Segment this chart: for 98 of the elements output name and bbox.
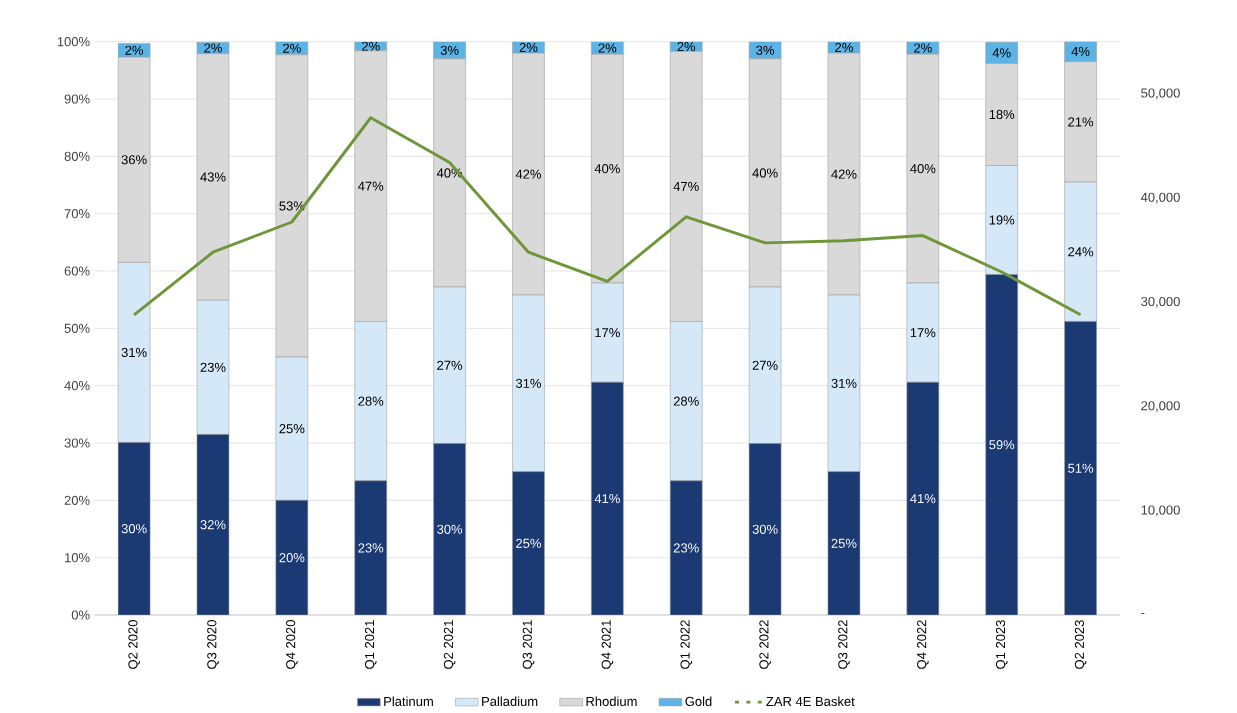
data-label: 40%: [910, 164, 936, 174]
x-tick-label: Q1 2022: [680, 620, 692, 669]
bar: [906, 381, 940, 615]
data-label: 19%: [989, 215, 1015, 225]
y-tick-label: 100%: [57, 37, 90, 47]
data-label: 21%: [1068, 117, 1094, 127]
bar: [1064, 321, 1097, 615]
y-tick-label: 40%: [64, 381, 90, 391]
y2-tick-label: 10,000: [1141, 505, 1180, 517]
data-label: 2%: [361, 41, 380, 51]
data-label: 2%: [677, 41, 696, 52]
data-label: 20%: [279, 553, 305, 563]
data-label: 2%: [204, 43, 222, 53]
data-label: 30%: [121, 524, 147, 534]
data-label: 47%: [358, 181, 384, 191]
bar: [275, 500, 309, 615]
data-label: 40%: [752, 168, 778, 178]
bar: [591, 381, 624, 615]
y-tick-label: 90%: [64, 94, 90, 104]
x-tick-label: Q4 2020: [286, 620, 298, 669]
data-label: 2%: [835, 42, 853, 52]
bar: [827, 471, 861, 615]
data-label: 23%: [673, 543, 699, 553]
data-label: 31%: [515, 378, 542, 388]
data-label: 59%: [989, 440, 1015, 450]
x-tick-label: Q1 2021: [364, 620, 377, 669]
y2-tick-label: -: [1141, 613, 1145, 615]
data-label: 2%: [283, 43, 301, 53]
x-tick-label: Q2 2020: [128, 620, 140, 669]
data-label: 27%: [437, 360, 463, 370]
data-label: 41%: [594, 494, 620, 504]
data-label: 25%: [279, 424, 305, 434]
y-tick-label: 50%: [64, 323, 90, 333]
data-label: 32%: [200, 520, 226, 530]
x-tick-label: Q2 2021: [443, 620, 456, 669]
legend-label: Platinum: [384, 696, 433, 706]
y2-tick-label: 30,000: [1141, 296, 1180, 308]
data-label: 25%: [516, 538, 542, 548]
data-label: 3%: [440, 45, 459, 55]
x-tick-label: Q3 2022: [838, 620, 850, 669]
data-label: 4%: [1071, 46, 1090, 56]
legend-label: Gold: [685, 696, 712, 706]
y-tick-label: 10%: [65, 553, 90, 563]
y2-tick-label: 40,000: [1140, 192, 1180, 204]
x-tick-label: Q2 2022: [759, 620, 771, 669]
data-label: 31%: [121, 347, 147, 358]
data-label: 30%: [752, 524, 778, 534]
x-tick-label: Q1 2023: [995, 620, 1008, 669]
data-label: 30%: [437, 524, 463, 534]
x-tick-label: Q4 2022: [917, 620, 929, 669]
y-tick-label: 60%: [64, 266, 90, 276]
bar: [196, 434, 230, 615]
x-tick-label: Q2 2023: [1074, 620, 1087, 669]
data-label: 23%: [358, 543, 384, 553]
data-label: 27%: [752, 360, 778, 370]
data-label: 40%: [594, 164, 620, 174]
data-label: 23%: [200, 362, 226, 372]
data-label: 4%: [992, 48, 1011, 58]
bar: [117, 442, 151, 615]
data-label: 42%: [831, 169, 857, 179]
data-label: 36%: [121, 155, 147, 165]
data-label: 2%: [598, 43, 617, 53]
data-label: 31%: [831, 378, 857, 388]
x-tick-label: Q3 2021: [522, 620, 535, 669]
data-label: 41%: [910, 494, 936, 504]
y-tick-label: 80%: [64, 151, 90, 161]
data-label: 17%: [910, 328, 936, 338]
bar: [669, 480, 703, 615]
legend-label: Palladium: [482, 696, 538, 706]
y-tick-label: 70%: [64, 209, 90, 219]
bar: [354, 480, 387, 615]
y2-tick-label: 20,000: [1141, 401, 1180, 412]
data-label: 51%: [1068, 463, 1094, 473]
bar: [433, 443, 466, 615]
data-label: 3%: [756, 45, 775, 55]
legend-label: ZAR 4E Basket: [766, 696, 855, 706]
data-label: 25%: [831, 538, 857, 548]
x-tick-label: Q4 2021: [601, 620, 614, 669]
data-label: 17%: [595, 328, 620, 338]
data-label: 47%: [673, 181, 699, 191]
y-tick-label: 30%: [64, 438, 90, 448]
bar: [748, 443, 782, 615]
data-label: 28%: [358, 396, 384, 406]
data-label: 24%: [1068, 247, 1094, 257]
data-label: 18%: [989, 109, 1015, 120]
y2-tick-label: 50,000: [1141, 88, 1180, 100]
x-tick-label: Q3 2020: [207, 620, 219, 669]
data-label: 2%: [519, 42, 538, 52]
y-tick-label: 0%: [71, 610, 90, 620]
data-label: 2%: [914, 43, 932, 53]
bar: [985, 274, 1018, 615]
y-tick-label: 20%: [64, 495, 90, 505]
legend-label: Rhodium: [586, 696, 637, 706]
data-label: 42%: [515, 169, 542, 179]
data-label: 28%: [673, 396, 699, 406]
data-label: 2%: [125, 45, 144, 55]
data-label: 43%: [200, 172, 226, 182]
bar: [512, 471, 545, 615]
